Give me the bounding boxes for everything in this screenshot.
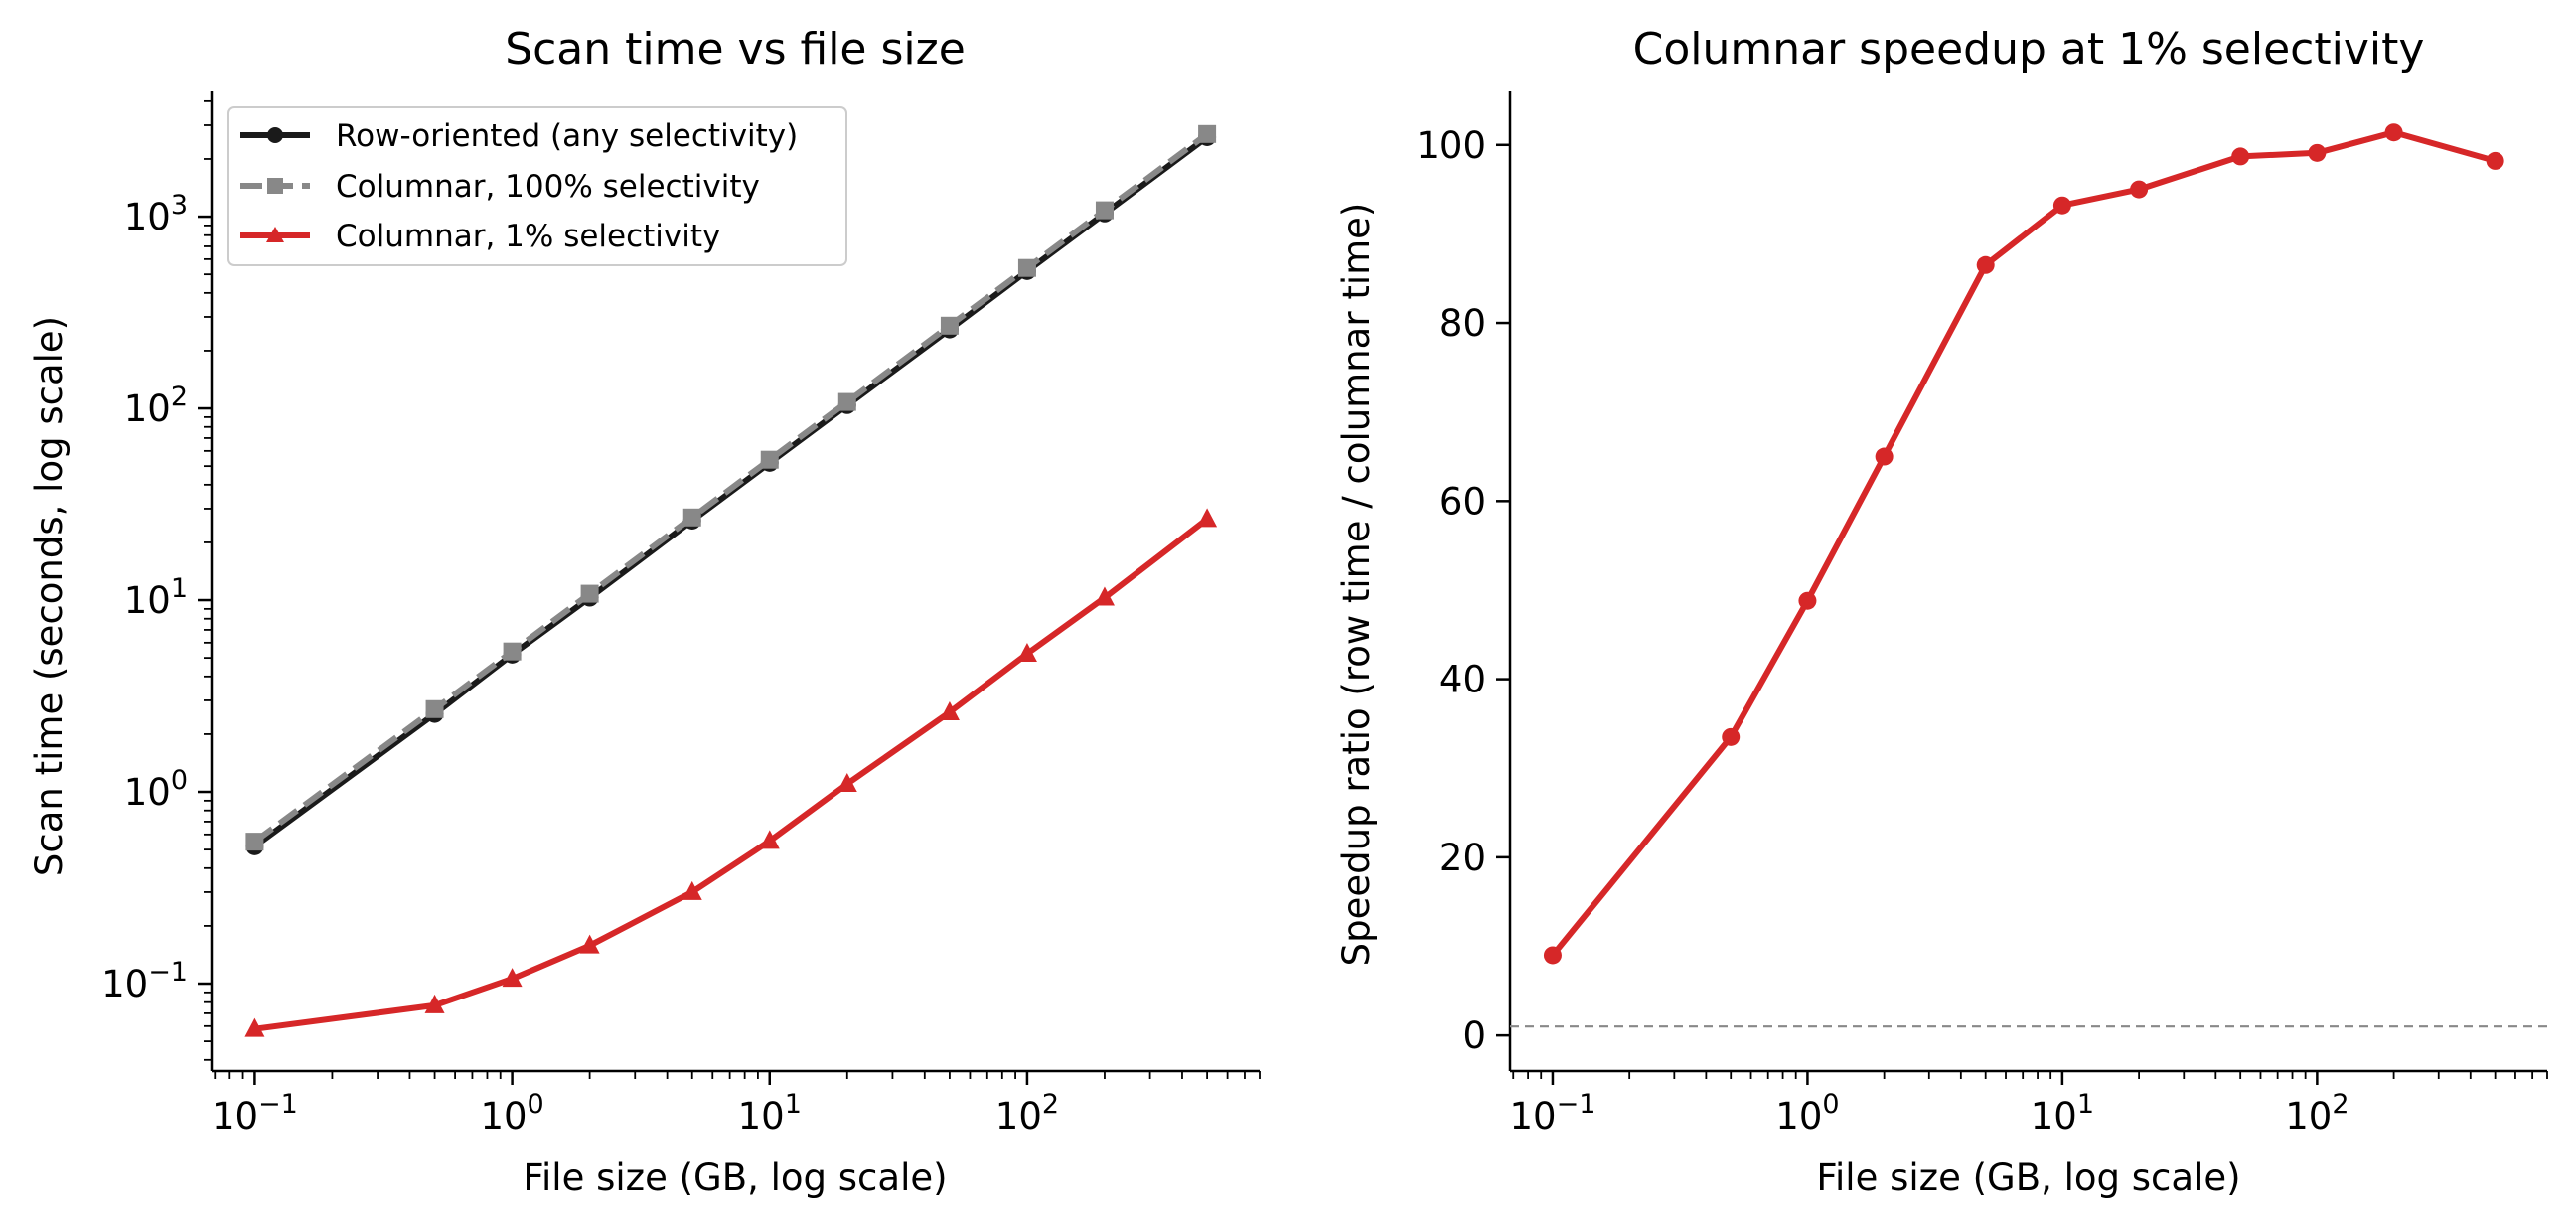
legend-frame xyxy=(227,106,847,266)
legend-marker-row-oriented xyxy=(267,127,283,143)
data-point-series-0 xyxy=(2384,123,2403,142)
data-point-series-1 xyxy=(503,642,522,661)
legend-entry-row-oriented: Row-oriented (any selectivity) xyxy=(240,118,798,154)
left-x-axis-label: File size (GB, log scale) xyxy=(523,1156,947,1199)
data-point-series-0 xyxy=(2231,147,2250,166)
right-x-axis-label: File size (GB, log scale) xyxy=(1816,1156,2240,1199)
data-point-series-0 xyxy=(2052,196,2071,215)
data-point-series-2 xyxy=(1197,508,1218,528)
data-point-series-1 xyxy=(682,508,701,527)
data-point-series-0 xyxy=(1798,591,1817,610)
data-point-series-2 xyxy=(244,1017,265,1037)
legend-marker-columnar-1 xyxy=(266,227,284,242)
data-point-series-0 xyxy=(2308,143,2327,162)
data-point-series-2 xyxy=(939,700,960,720)
legend-label-columnar-100: Columnar, 100% selectivity xyxy=(336,169,760,205)
series-line-1 xyxy=(252,131,1209,845)
y-tick-label: 80 xyxy=(1440,302,1486,345)
data-point-series-1 xyxy=(1017,258,1036,277)
x-tick-label: 10−1 xyxy=(1510,1089,1596,1138)
data-point-series-2 xyxy=(759,830,780,849)
data-point-series-2 xyxy=(424,994,445,1013)
data-point-series-1 xyxy=(837,392,856,411)
data-point-series-0 xyxy=(1543,946,1562,965)
data-point-series-0 xyxy=(1722,727,1741,746)
y-tick-label: 20 xyxy=(1440,837,1486,879)
y-tick-label: 100 xyxy=(1416,124,1486,167)
data-point-series-2 xyxy=(579,934,600,954)
data-point-series-1 xyxy=(760,450,779,469)
data-point-series-1 xyxy=(1095,201,1114,220)
y-tick-label: 60 xyxy=(1440,480,1486,523)
data-point-series-1 xyxy=(425,699,444,718)
data-point-series-0 xyxy=(2486,151,2504,170)
y-tick-label: 0 xyxy=(1462,1014,1486,1057)
legend-label-row-oriented: Row-oriented (any selectivity) xyxy=(336,118,798,154)
left-chart-panel: Scan time vs file size 10−1 100 101 10210−1… xyxy=(28,24,1261,1199)
left-chart-title: Scan time vs file size xyxy=(505,24,966,75)
data-point-series-1 xyxy=(940,316,959,335)
y-tick-label: 100 xyxy=(124,765,188,814)
legend-marker-columnar-100 xyxy=(267,178,283,194)
data-point-series-2 xyxy=(1016,643,1037,663)
legend: Row-oriented (any selectivity) Columnar,… xyxy=(227,106,847,266)
x-tick-label: 101 xyxy=(738,1089,802,1138)
left-y-axis-label: Scan time (seconds, log scale) xyxy=(28,316,71,876)
data-point-series-0 xyxy=(2130,180,2149,199)
data-point-series-2 xyxy=(682,880,702,900)
data-point-series-1 xyxy=(580,584,599,603)
right-chart-title: Columnar speedup at 1% selectivity xyxy=(1633,24,2425,75)
legend-entry-columnar-1: Columnar, 1% selectivity xyxy=(240,219,720,254)
data-point-series-0 xyxy=(1976,255,1995,274)
data-point-series-2 xyxy=(1094,586,1115,606)
data-point-series-1 xyxy=(1198,124,1217,143)
right-y-axis-label: Speedup ratio (row time / columnar time) xyxy=(1335,203,1378,967)
data-point-series-1 xyxy=(245,833,264,851)
y-tick-label: 40 xyxy=(1440,659,1486,701)
right-chart-panel: Columnar speedup at 1% selectivity 10−1 1… xyxy=(1335,24,2548,1199)
data-point-series-0 xyxy=(1875,447,1894,466)
data-point-series-2 xyxy=(502,968,523,988)
legend-entry-columnar-100: Columnar, 100% selectivity xyxy=(240,169,760,205)
data-point-series-2 xyxy=(836,773,857,793)
legend-label-columnar-1: Columnar, 1% selectivity xyxy=(336,219,720,254)
